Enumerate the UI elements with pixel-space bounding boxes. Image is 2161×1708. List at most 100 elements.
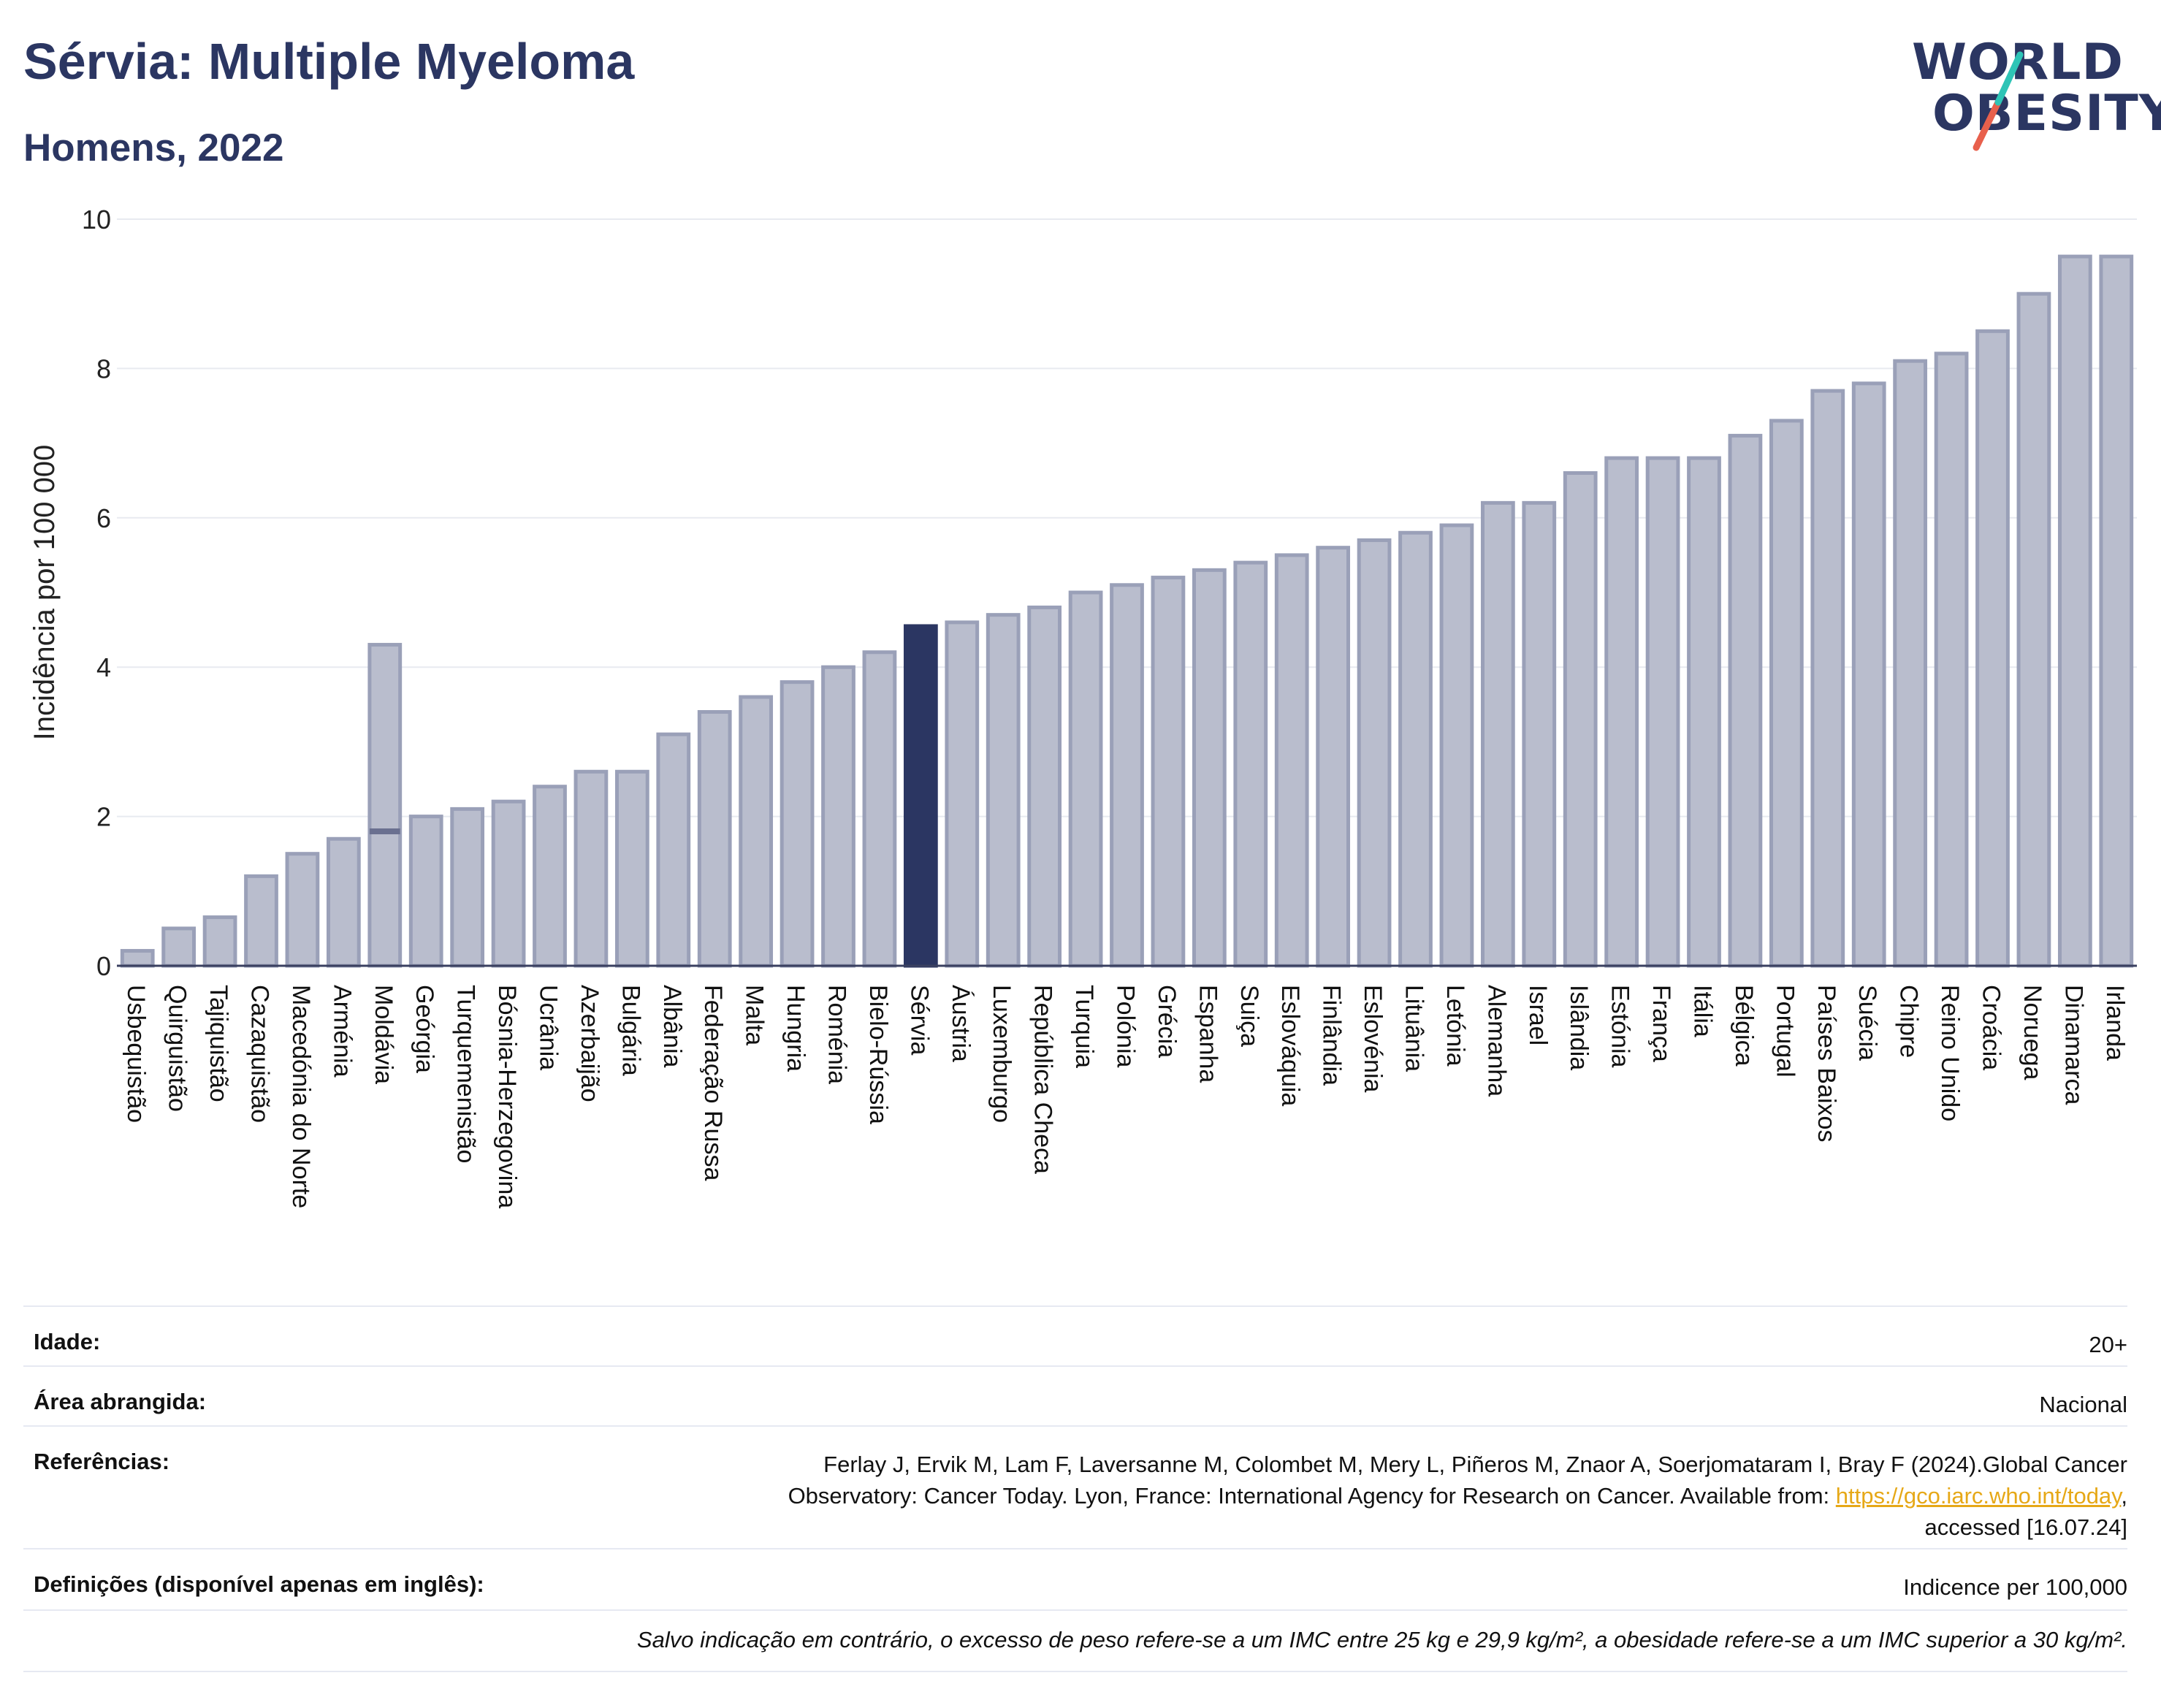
chart-subtitle: Homens, 2022 <box>23 126 284 169</box>
logo-slash-icon <box>1973 51 2024 151</box>
x-tick-label: Suécia <box>1853 985 1881 1061</box>
x-tick-label: Usbequistão <box>122 985 150 1123</box>
bar <box>1645 456 1680 968</box>
bar <box>161 926 197 968</box>
x-tick-label: Geórgia <box>411 985 438 1073</box>
x-tick-label: Islândia <box>1565 985 1593 1070</box>
bar <box>780 680 815 968</box>
bar <box>1151 576 1186 968</box>
x-tick-label: Arménia <box>328 985 356 1078</box>
bar <box>903 624 938 968</box>
bar <box>1975 329 2010 968</box>
bar-chart: 0 2 4 6 8 10 Usbequistão Quirguistão Tajiquistão… <box>28 205 2137 1208</box>
x-tick-label: Letónia <box>1441 985 1469 1067</box>
x-tick-label: Sérvia <box>905 985 933 1055</box>
x-tick-label: Chipre <box>1895 985 1923 1058</box>
x-tick-label: Bósnia-Herzegovina <box>493 985 521 1208</box>
x-tick-label: Macedónia do Norte <box>287 985 315 1208</box>
x-tick-label: Lituânia <box>1400 985 1428 1072</box>
bar <box>408 815 443 968</box>
bar <box>614 769 649 968</box>
bar <box>202 915 237 968</box>
reference-line-2-comma: , <box>2121 1483 2127 1509</box>
bar <box>1192 568 1227 968</box>
bar <box>1769 419 1804 968</box>
x-tick-label: Ucrânia <box>535 985 563 1070</box>
x-tick-label: Turquia <box>1070 985 1098 1068</box>
bar <box>821 665 855 968</box>
bar <box>1110 583 1144 968</box>
bar <box>120 949 155 968</box>
bar <box>1893 359 1928 968</box>
x-tick-label: Polónia <box>1112 985 1140 1068</box>
x-tick-label: Grécia <box>1153 985 1181 1058</box>
info-row-definitions: Definições (disponível apenas em inglês)… <box>23 1548 2127 1609</box>
x-tick-label: Roménia <box>823 985 851 1084</box>
x-tick-label: Suiça <box>1235 985 1263 1047</box>
y-axis-label: Incidência por 100 000 <box>28 445 61 741</box>
bar <box>2057 254 2092 968</box>
world-obesity-logo[interactable]: WORLD OBESITY <box>1903 29 2161 161</box>
tick-labels: 0 2 4 6 8 10 Usbequistão Quirguistão Tajiquistão… <box>82 205 2129 1208</box>
x-tick-label: Cazaquistão <box>246 985 274 1123</box>
bar <box>450 807 485 968</box>
x-tick-label: Itália <box>1689 985 1717 1037</box>
definitions-label: Definições (disponível apenas em inglês)… <box>34 1571 484 1597</box>
bar <box>1728 433 1763 968</box>
bar <box>1480 500 1515 968</box>
x-tick-label: Malta <box>741 985 769 1045</box>
x-tick-label: Portugal <box>1771 985 1799 1078</box>
bar <box>1316 546 1351 968</box>
bar <box>285 852 320 968</box>
x-tick-label: Bulgária <box>617 985 644 1076</box>
x-tick-label: Noruega <box>2019 985 2046 1080</box>
bar <box>1233 560 1268 968</box>
footnote-text: Salvo indicação em contrário, o excesso … <box>636 1627 2127 1652</box>
x-tick-label: Bélgica <box>1730 985 1758 1067</box>
bar <box>1934 351 1969 968</box>
bar <box>862 650 897 968</box>
x-tick-label: Israel <box>1524 985 1552 1045</box>
footnote: Salvo indicação em contrário, o excesso … <box>23 1609 2127 1672</box>
bar <box>945 620 980 968</box>
bars <box>120 254 2134 968</box>
bar <box>986 613 1021 968</box>
y-tick-label: 10 <box>82 205 111 235</box>
reference-line-1: Ferlay J, Ervik M, Lam F, Laversanne M, … <box>823 1452 2127 1477</box>
bar <box>739 695 774 968</box>
y-tick-label: 0 <box>96 951 111 981</box>
y-tick-label: 2 <box>96 802 111 832</box>
info-row-references: Referências: Ferlay J, Ervik M, Lam F, L… <box>23 1425 2127 1548</box>
area-label: Área abrangida: <box>34 1389 207 1414</box>
x-tick-label: Alemanha <box>1482 985 1510 1097</box>
bar <box>697 710 732 968</box>
x-tick-label: Hungria <box>782 985 809 1072</box>
y-tick-label: 4 <box>96 652 111 682</box>
reference-line-3: accessed [16.07.24] <box>1924 1514 2127 1540</box>
x-tick-label: Federação Russa <box>699 985 727 1181</box>
x-tick-label: França <box>1647 985 1675 1062</box>
bar <box>326 836 361 968</box>
reference-link[interactable]: https://gco.iarc.who.int/today <box>1835 1483 2122 1509</box>
x-tick-label: Estónia <box>1607 985 1634 1067</box>
references-label: Referências: <box>34 1449 170 1474</box>
bar <box>1604 456 1639 968</box>
bar <box>1563 470 1598 968</box>
x-tick-label: Bielo-Rússia <box>864 985 892 1124</box>
logo-word-obesity: OBESITY <box>1932 85 2161 142</box>
x-tick-label: Irlanda <box>2101 985 2129 1061</box>
x-tick-label: Países Baixos <box>1813 985 1840 1142</box>
chart-title: Sérvia: Multiple Myeloma <box>23 33 635 90</box>
references-value: Ferlay J, Ervik M, Lam F, Laversanne M, … <box>788 1449 2127 1543</box>
x-tick-label: Eslovénia <box>1359 985 1387 1093</box>
x-tick-label: República Checa <box>1029 985 1057 1174</box>
x-tick-label: Albânia <box>658 985 686 1068</box>
age-label: Idade: <box>34 1329 101 1354</box>
area-value: Nacional <box>2039 1392 2127 1417</box>
x-tick-label: Espanha <box>1194 985 1221 1083</box>
bar <box>1274 553 1309 968</box>
x-tick-label: Croácia <box>1978 985 2005 1070</box>
y-tick-label: 6 <box>96 503 111 533</box>
bar <box>1810 389 1845 968</box>
bar <box>1027 605 1062 968</box>
